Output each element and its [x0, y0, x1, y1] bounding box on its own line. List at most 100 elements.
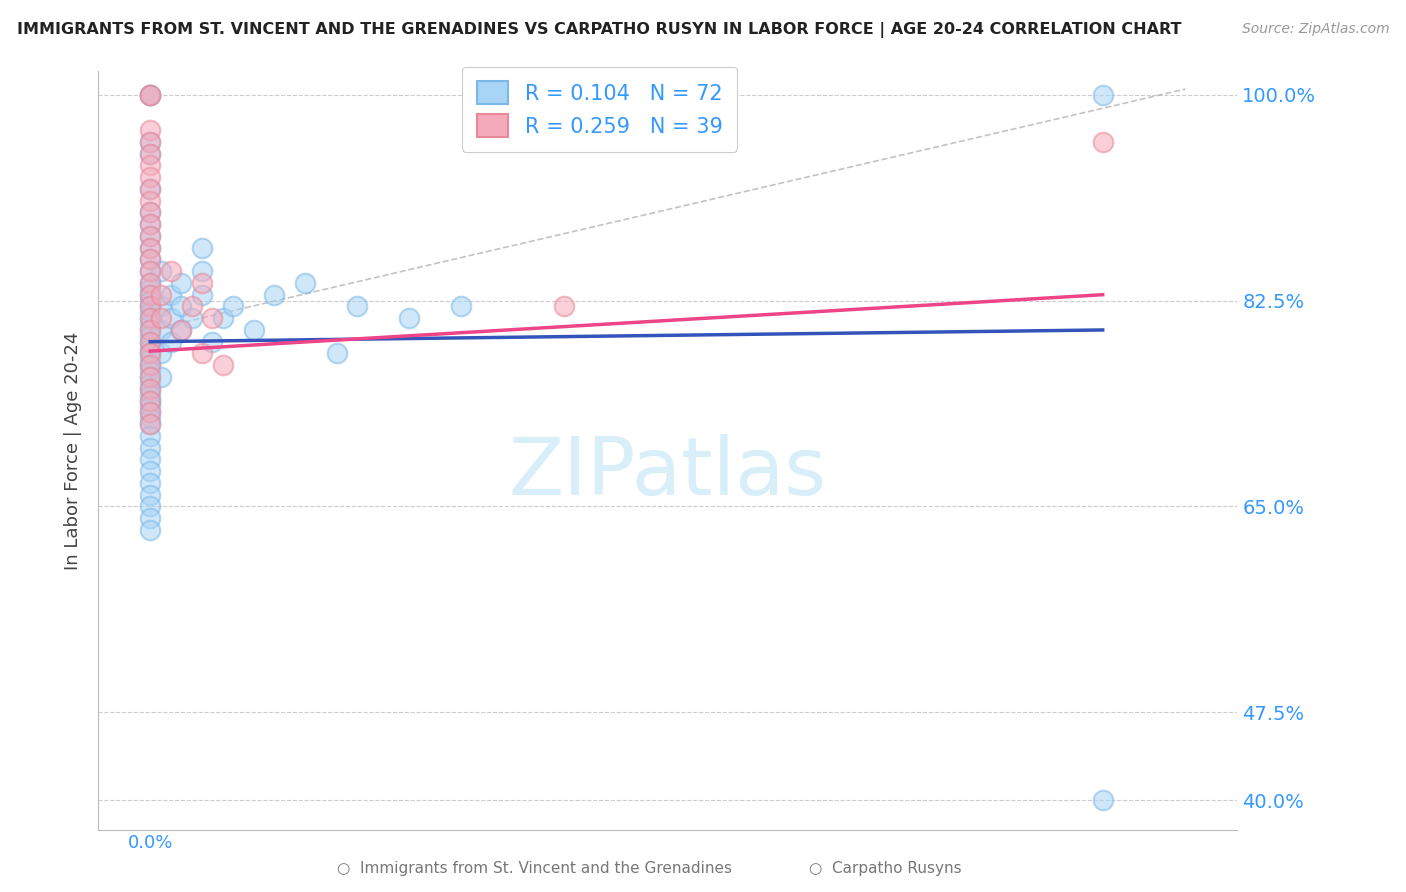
Point — [191, 276, 214, 290]
Point — [139, 346, 162, 360]
Point — [139, 352, 162, 367]
Point — [139, 323, 162, 337]
Point — [201, 311, 224, 326]
Point — [139, 341, 162, 355]
Point — [139, 228, 162, 243]
Point — [139, 87, 162, 102]
Point — [191, 264, 214, 278]
Point — [139, 135, 162, 149]
Point — [139, 464, 162, 478]
Point — [201, 334, 224, 349]
Point — [1091, 793, 1114, 807]
Point — [242, 323, 264, 337]
Point — [139, 276, 162, 290]
Point — [149, 311, 172, 326]
Point — [139, 87, 162, 102]
Point — [139, 405, 162, 419]
Point — [170, 300, 193, 314]
Point — [139, 287, 162, 301]
Point — [139, 417, 162, 431]
Point — [139, 500, 162, 514]
Point — [180, 300, 202, 314]
Point — [139, 334, 162, 349]
Point — [139, 364, 162, 378]
Point — [222, 300, 245, 314]
Point — [139, 241, 162, 255]
Point — [139, 182, 162, 196]
Point — [139, 241, 162, 255]
Point — [160, 264, 183, 278]
Point — [139, 382, 162, 396]
Point — [139, 400, 162, 414]
Point — [139, 405, 162, 419]
Point — [139, 475, 162, 490]
Point — [139, 264, 162, 278]
Point — [139, 511, 162, 525]
Point — [139, 523, 162, 537]
Point — [139, 293, 162, 308]
Text: ZIPatlas: ZIPatlas — [509, 434, 827, 512]
Point — [211, 358, 233, 372]
Point — [139, 317, 162, 331]
Point — [1091, 135, 1114, 149]
Point — [139, 370, 162, 384]
Point — [139, 194, 162, 208]
Point — [191, 241, 214, 255]
Point — [139, 346, 162, 360]
Point — [139, 287, 162, 301]
Text: Source: ZipAtlas.com: Source: ZipAtlas.com — [1241, 22, 1389, 37]
Point — [170, 323, 193, 337]
Point — [139, 329, 162, 343]
Point — [139, 417, 162, 431]
Text: ○  Immigrants from St. Vincent and the Grenadines: ○ Immigrants from St. Vincent and the Gr… — [337, 861, 731, 876]
Point — [139, 311, 162, 326]
Point — [149, 264, 172, 278]
Point — [450, 300, 472, 314]
Point — [180, 311, 202, 326]
Point — [139, 182, 162, 196]
Point — [1091, 87, 1114, 102]
Point — [139, 252, 162, 267]
Point — [294, 276, 316, 290]
Point — [139, 300, 162, 314]
Point — [139, 300, 162, 314]
Point — [139, 87, 162, 102]
Point — [149, 300, 172, 314]
Point — [139, 376, 162, 390]
Point — [139, 205, 162, 219]
Point — [139, 393, 162, 408]
Point — [149, 346, 172, 360]
Point — [139, 170, 162, 185]
Point — [191, 287, 214, 301]
Point — [139, 146, 162, 161]
Point — [263, 287, 285, 301]
Point — [211, 311, 233, 326]
Point — [139, 252, 162, 267]
Point — [139, 393, 162, 408]
Point — [139, 311, 162, 326]
Point — [139, 382, 162, 396]
Point — [160, 311, 183, 326]
Point — [139, 158, 162, 172]
Point — [149, 323, 172, 337]
Point — [139, 146, 162, 161]
Point — [139, 282, 162, 296]
Point — [170, 323, 193, 337]
Y-axis label: In Labor Force | Age 20-24: In Labor Force | Age 20-24 — [63, 331, 82, 570]
Point — [139, 123, 162, 137]
Point — [149, 287, 172, 301]
Point — [160, 334, 183, 349]
Point — [139, 370, 162, 384]
Point — [346, 300, 368, 314]
Point — [139, 334, 162, 349]
Point — [325, 346, 347, 360]
Point — [139, 217, 162, 231]
Point — [139, 276, 162, 290]
Point — [139, 358, 162, 372]
Point — [160, 287, 183, 301]
Legend: R = 0.104   N = 72, R = 0.259   N = 39: R = 0.104 N = 72, R = 0.259 N = 39 — [463, 67, 737, 152]
Point — [139, 441, 162, 455]
Point — [139, 228, 162, 243]
Point — [139, 87, 162, 102]
Point — [139, 452, 162, 467]
